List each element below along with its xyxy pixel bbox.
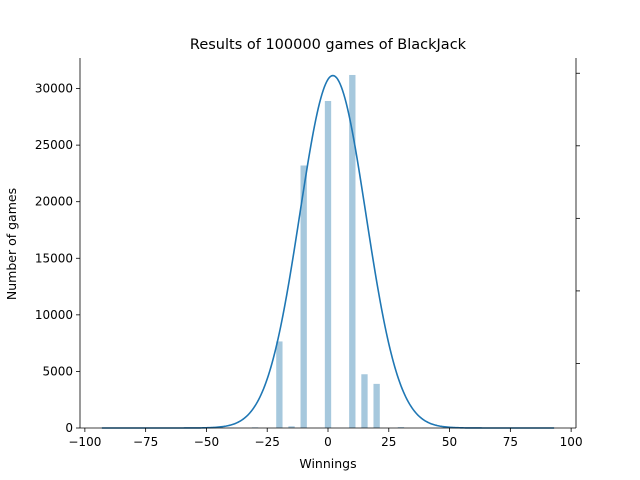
bar — [373, 383, 380, 428]
bar — [361, 374, 368, 428]
y-tick-label: 5000 — [42, 364, 73, 378]
bar — [397, 427, 405, 428]
y-tick-label: 10000 — [35, 308, 73, 322]
y-tick-label: 25000 — [35, 138, 73, 152]
bar — [300, 165, 307, 428]
x-tick-label: −100 — [68, 435, 101, 449]
bar — [324, 100, 332, 428]
chart-title: Results of 100000 games of BlackJack — [190, 37, 467, 53]
bar — [288, 426, 295, 428]
x-axis-label: Winnings — [299, 456, 356, 471]
x-tick-label: −25 — [255, 435, 280, 449]
y-tick-label: 0 — [65, 421, 73, 435]
plot-area: −100 −75 −50 −25 0 25 50 75 100 0 5000 10000 15000 20… — [35, 58, 583, 449]
y-axis-label: Number of games — [4, 188, 19, 300]
bar — [349, 74, 356, 429]
x-tick-label: −75 — [133, 435, 158, 449]
x-tick-label: 100 — [560, 435, 583, 449]
y-tick-label: 30000 — [35, 82, 73, 96]
bar — [276, 341, 283, 428]
x-tick-label: 50 — [442, 435, 457, 449]
x-tick-label: 0 — [324, 435, 332, 449]
y-tick-label: 15000 — [35, 251, 73, 265]
x-tick-label: 75 — [503, 435, 518, 449]
y-tick-label: 20000 — [35, 195, 73, 209]
x-tick-label: 25 — [381, 435, 396, 449]
x-tick-label: −50 — [194, 435, 219, 449]
